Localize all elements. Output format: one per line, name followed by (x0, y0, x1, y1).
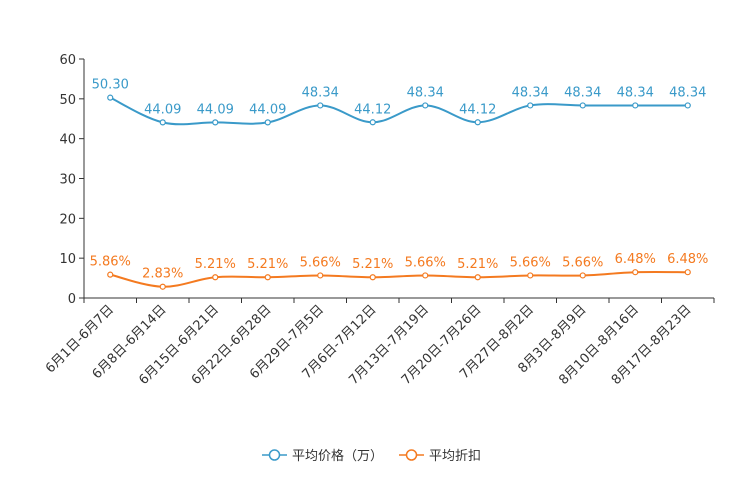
series-1: 50.30 44.09 44.09 44.09 48.34 44.12 48.34 44.12… (92, 78, 706, 126)
data-label: 44.12 (354, 102, 391, 117)
data-label: 48.34 (669, 85, 706, 100)
data-point[interactable] (159, 119, 166, 126)
data-point[interactable] (527, 102, 534, 109)
series-2: 5.86% 2.83% 5.21% 5.21% 5.66% 5.21% 5.66% 5.21%… (90, 252, 708, 290)
legend-marker-icon (268, 449, 281, 461)
data-point[interactable] (369, 274, 376, 281)
data-point[interactable] (579, 272, 586, 279)
data-label: 6.48% (667, 252, 708, 267)
data-label: 2.83% (142, 267, 183, 282)
data-label: 44.09 (144, 102, 181, 117)
data-label: 48.34 (512, 85, 549, 100)
data-point[interactable] (474, 274, 481, 281)
data-label: 50.30 (92, 78, 129, 93)
data-label: 5.21% (195, 257, 236, 272)
y-tick-label: 60 (59, 53, 76, 68)
y-tick-label: 50 (59, 93, 76, 108)
legend-marker-icon (405, 449, 418, 461)
y-tick-label: 40 (59, 133, 76, 148)
y-tick-label: 0 (68, 292, 76, 307)
data-label: 5.66% (300, 255, 341, 270)
data-point[interactable] (684, 102, 691, 109)
data-label: 5.21% (247, 257, 288, 272)
data-point[interactable] (264, 274, 271, 281)
data-point[interactable] (264, 119, 271, 126)
series-line (110, 270, 688, 288)
data-point[interactable] (474, 119, 481, 126)
data-point[interactable] (422, 102, 429, 109)
legend[interactable]: 平均价格（万） 平均折扣 (262, 448, 481, 464)
data-label: 5.66% (510, 255, 551, 270)
legend-label: 平均价格（万） (292, 448, 383, 464)
data-point[interactable] (684, 269, 691, 276)
data-label: 44.09 (197, 102, 234, 117)
data-label: 5.66% (562, 255, 603, 270)
data-label: 44.09 (249, 102, 286, 117)
data-point[interactable] (159, 283, 166, 290)
data-label: 48.34 (617, 85, 654, 100)
data-label: 48.34 (564, 85, 601, 100)
data-label: 5.66% (405, 255, 446, 270)
data-point[interactable] (527, 272, 534, 279)
data-label: 44.12 (459, 102, 496, 117)
data-point[interactable] (632, 269, 639, 276)
data-point[interactable] (369, 119, 376, 126)
data-label: 5.21% (457, 257, 498, 272)
data-point[interactable] (317, 102, 324, 109)
y-tick-label: 10 (59, 252, 76, 267)
data-label: 5.86% (90, 255, 131, 270)
data-point[interactable] (212, 119, 219, 126)
legend-item-1[interactable]: 平均价格（万） (262, 448, 383, 464)
data-label: 48.34 (302, 85, 339, 100)
data-label: 48.34 (407, 85, 444, 100)
data-point[interactable] (107, 94, 114, 101)
data-label: 6.48% (615, 252, 656, 267)
data-point[interactable] (579, 102, 586, 109)
y-tick-label: 30 (59, 173, 76, 188)
data-label: 5.21% (352, 257, 393, 272)
data-point[interactable] (107, 271, 114, 278)
data-point[interactable] (632, 102, 639, 109)
legend-label: 平均折扣 (429, 449, 481, 464)
series-layer: 50.30 44.09 44.09 44.09 48.34 44.12 48.34 44.12… (90, 78, 708, 290)
legend-item-2[interactable]: 平均折扣 (399, 449, 481, 464)
series-line (109, 96, 688, 126)
y-tick-label: 20 (59, 212, 76, 227)
data-point[interactable] (422, 272, 429, 279)
data-point[interactable] (317, 272, 324, 279)
data-point[interactable] (212, 274, 219, 281)
